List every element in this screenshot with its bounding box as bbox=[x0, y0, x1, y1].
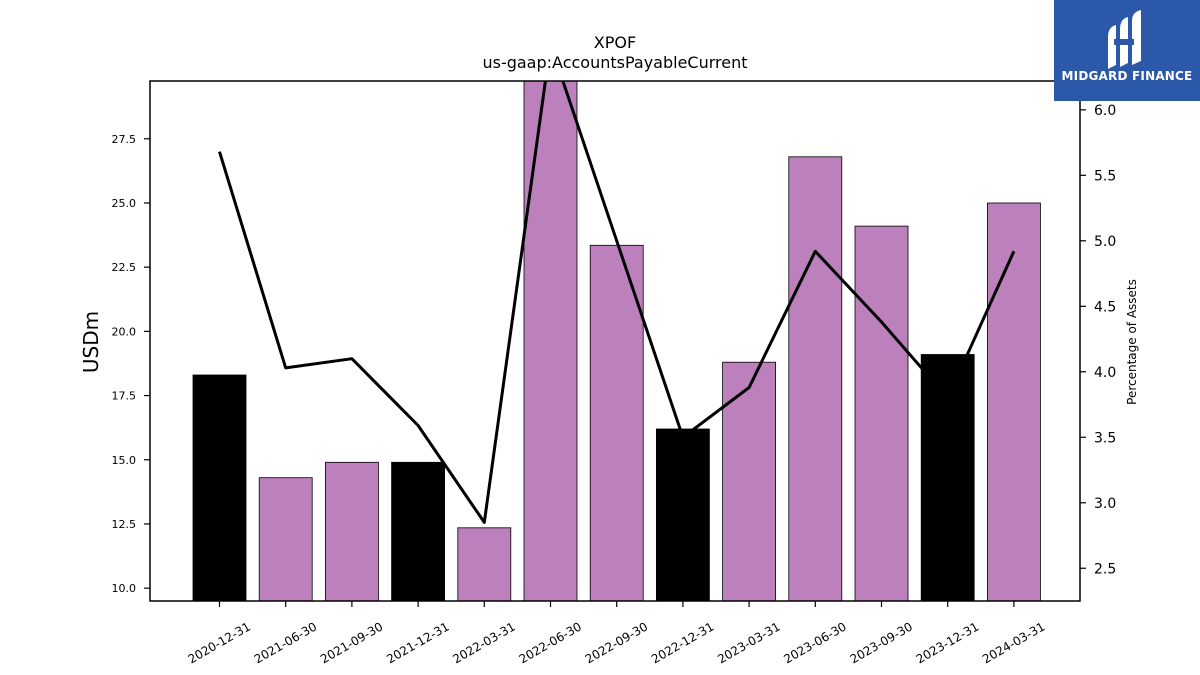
x-tick-label: 2022-09-30 bbox=[583, 619, 650, 666]
bar-2022-03-31 bbox=[457, 527, 512, 602]
bar-2021-06-30 bbox=[258, 477, 313, 602]
y2-tick-label: 3.0 bbox=[1094, 496, 1116, 512]
y2-tick-label: 5.0 bbox=[1094, 234, 1116, 250]
y2-tick-label: 2.5 bbox=[1094, 561, 1116, 577]
y-tick-label: 20.0 bbox=[112, 325, 137, 338]
y2-tick-label: 4.0 bbox=[1094, 365, 1116, 381]
bar-2023-06-30 bbox=[788, 156, 843, 602]
y2-tick-label: 5.5 bbox=[1094, 168, 1116, 184]
x-tick-label: 2023-09-30 bbox=[848, 619, 915, 666]
y-tick-label: 17.5 bbox=[112, 390, 137, 403]
x-tick-label: 2022-03-31 bbox=[450, 619, 517, 666]
x-tick-label: 2023-06-30 bbox=[781, 619, 848, 666]
y-axis: 10.0 12.5 15.0 17.5 20.0 22.5 25.0 27.5 bbox=[112, 133, 150, 595]
bar-2023-03-31 bbox=[722, 361, 776, 602]
percentage-of-assets-line bbox=[218, 81, 1016, 524]
y-tick-label: 25.0 bbox=[112, 197, 137, 210]
y-axis-label: USDm bbox=[79, 311, 103, 373]
x-tick-label: 2022-06-30 bbox=[517, 619, 584, 666]
x-tick-label: 2024-03-31 bbox=[980, 619, 1047, 666]
bar-2021-09-30 bbox=[324, 461, 379, 602]
x-tick-label: 2023-12-31 bbox=[914, 619, 981, 666]
logo-mark-icon bbox=[1108, 10, 1141, 69]
x-tick-label: 2021-12-31 bbox=[384, 619, 451, 666]
bar-2022-06-30 bbox=[523, 80, 578, 602]
y-tick-label: 15.0 bbox=[112, 454, 137, 467]
plot-frame bbox=[149, 80, 1081, 602]
bar-2021-12-31 bbox=[391, 461, 446, 602]
x-tick-label: 2021-09-30 bbox=[318, 619, 385, 666]
x-axis: 2020-12-312021-06-302021-09-302021-12-31… bbox=[186, 601, 1047, 666]
y2-axis-label: Percentage of Assets bbox=[1125, 279, 1139, 405]
y2-axis: 2.5 3.0 3.5 4.0 4.5 5.0 5.5 6.0 bbox=[1080, 103, 1116, 577]
y2-tick-label: 6.0 bbox=[1094, 103, 1116, 119]
bar-2023-12-31 bbox=[920, 354, 975, 602]
chart-title: XPOF bbox=[594, 33, 636, 52]
logo-text: MIDGARD FINANCE bbox=[1061, 69, 1193, 83]
y-tick-label: 27.5 bbox=[112, 133, 137, 146]
bar-group bbox=[192, 80, 1041, 602]
bar-2022-12-31 bbox=[656, 428, 710, 602]
x-tick-label: 2022-12-31 bbox=[649, 619, 716, 666]
y2-tick-label: 3.5 bbox=[1094, 430, 1116, 446]
line-group bbox=[218, 81, 1016, 524]
bar-2024-03-31 bbox=[987, 202, 1041, 602]
y-tick-label: 22.5 bbox=[112, 261, 137, 274]
x-tick-label: 2020-12-31 bbox=[186, 619, 253, 666]
bar-2020-12-31 bbox=[192, 374, 247, 602]
y-tick-label: 10.0 bbox=[112, 582, 137, 595]
x-tick-label: 2021-06-30 bbox=[252, 619, 319, 666]
chart-subtitle: us-gaap:AccountsPayableCurrent bbox=[482, 53, 747, 72]
bar-2023-09-30 bbox=[854, 225, 909, 602]
midgard-finance-logo: MIDGARD FINANCE bbox=[1054, 0, 1200, 101]
y2-tick-label: 4.5 bbox=[1094, 299, 1116, 315]
x-tick-label: 2023-03-31 bbox=[715, 619, 782, 666]
bar-2022-09-30 bbox=[589, 244, 644, 602]
y-tick-label: 12.5 bbox=[112, 518, 137, 531]
